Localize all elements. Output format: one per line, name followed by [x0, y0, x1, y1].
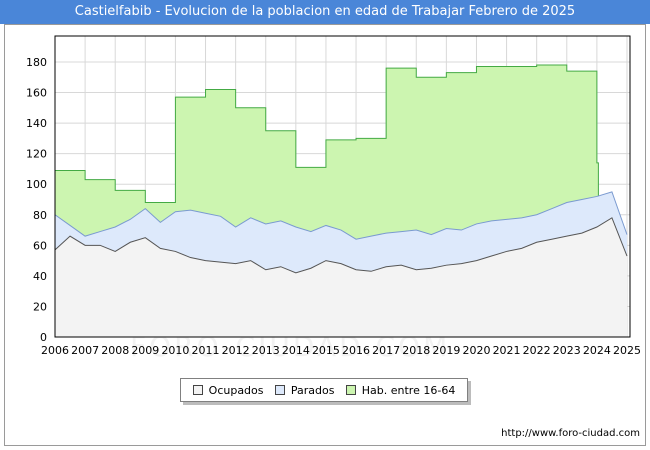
x-tick-label: 2014	[282, 344, 310, 357]
legend-swatch-habitantes	[345, 385, 356, 395]
legend-label: Hab. entre 16-64	[361, 383, 456, 397]
legend-swatch-ocupados	[192, 385, 203, 395]
x-tick-label: 2017	[372, 344, 400, 357]
chart-frame	[4, 24, 646, 446]
x-tick-label: 2011	[192, 344, 220, 357]
x-tick-label: 2020	[462, 344, 490, 357]
line-ocupados	[54, 217, 628, 274]
legend-item-parados: Parados	[274, 383, 335, 397]
x-tick-label: 2016	[342, 344, 370, 357]
area-ocupados	[55, 217, 627, 337]
y-tick-label: 100	[26, 178, 47, 191]
legend: Ocupados Parados Hab. entre 16-64	[180, 378, 468, 402]
x-tick-label: 2022	[523, 344, 551, 357]
x-tick-label: 2012	[222, 344, 250, 357]
y-tick-label: 60	[33, 239, 47, 252]
axes: 0 20 40 60 80 100 120 140 160 180 2006 2007 2008 2009…	[26, 35, 641, 357]
x-tick-label: 2007	[71, 344, 99, 357]
x-tick-label: 2015	[312, 344, 340, 357]
legend-item-habitantes: Hab. entre 16-64	[345, 383, 456, 397]
y-tick-label: 80	[33, 209, 47, 222]
legend-label: Ocupados	[208, 383, 264, 397]
y-tick-label: 0	[40, 331, 47, 344]
source-link[interactable]: http://www.foro-ciudad.com	[501, 428, 640, 439]
x-tick-label: 2013	[252, 344, 280, 357]
y-tick-label: 160	[26, 87, 47, 100]
plot-border	[54, 35, 631, 338]
x-tick-label: 2018	[402, 344, 430, 357]
line-parados	[54, 191, 628, 240]
x-tick-label: 2025	[613, 344, 641, 357]
x-tick-label: 2021	[493, 344, 521, 357]
x-tick-label: 2023	[553, 344, 581, 357]
x-tick-label: 2009	[131, 344, 159, 357]
series-areas	[54, 64, 628, 338]
x-tick-label: 2006	[41, 344, 69, 357]
y-tick-label: 180	[26, 56, 47, 69]
y-tick-label: 40	[33, 270, 47, 283]
chart-title: Castielfabib - Evolucion de la poblacion…	[0, 0, 650, 24]
legend-item-ocupados: Ocupados	[192, 383, 264, 397]
x-tick-label: 2024	[583, 344, 611, 357]
x-tick-label: 2019	[432, 344, 460, 357]
x-tick-label: 2008	[101, 344, 129, 357]
legend-label: Parados	[290, 383, 335, 397]
y-tick-label: 140	[26, 117, 47, 130]
x-tick-label: 2010	[161, 344, 189, 357]
y-tick-label: 20	[33, 300, 47, 313]
legend-swatch-parados	[274, 385, 285, 395]
y-tick-label: 120	[26, 148, 47, 161]
